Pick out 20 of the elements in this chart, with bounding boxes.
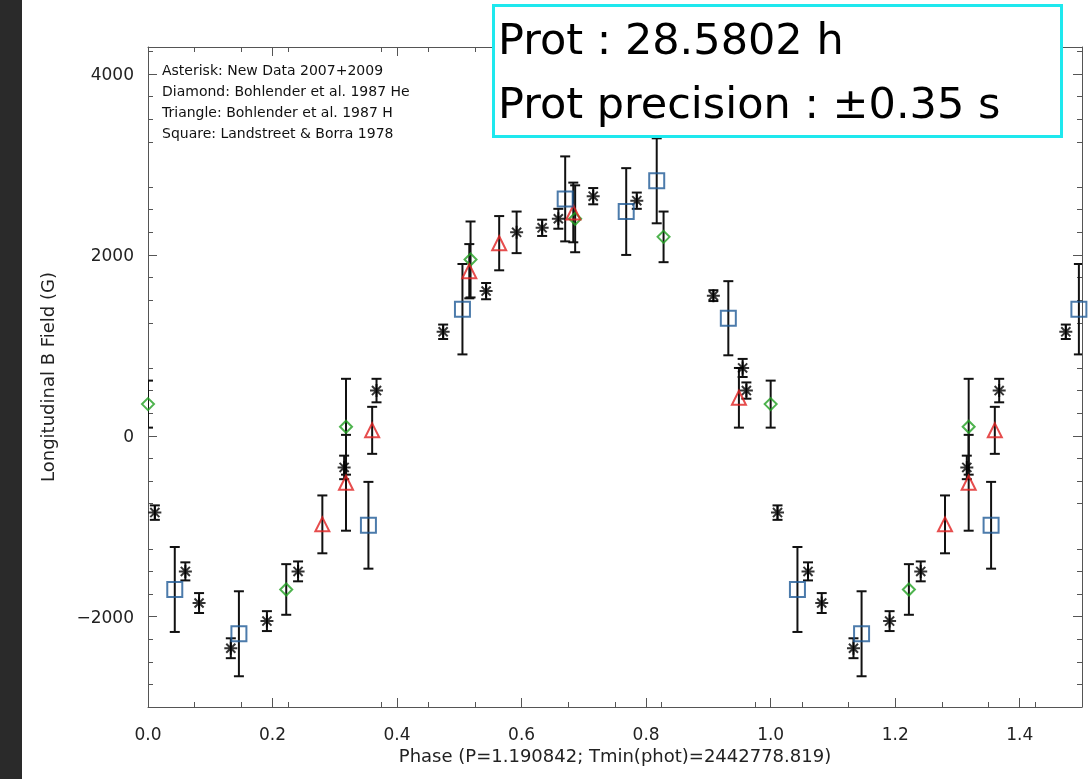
annotation: Prot : 28.5802 h (498, 13, 845, 66)
x-tick-label: 0.2 (259, 723, 287, 744)
y-tick-label: 4000 (90, 64, 134, 85)
annotation: Triangle: Bohlender et al. 1987 H (162, 103, 394, 122)
y-tick-label: 2000 (90, 244, 134, 265)
annotation: Diamond: Bohlender et al. 1987 He (162, 82, 410, 101)
x-tick-label: 0.4 (383, 723, 411, 744)
annotation: Square: Landstreet & Borra 1978 (162, 124, 395, 143)
x-axis-title: Phase (P=1.190842; Tmin(phot)=2442778.819) (398, 745, 832, 767)
x-tick-label: 1.0 (757, 723, 785, 744)
x-tick-label: 0.0 (134, 723, 162, 744)
y-tick-label: 0 (123, 425, 134, 446)
y-axis-title: Longitudinal B Field (G) (36, 272, 58, 482)
x-tick-label: 0.6 (508, 723, 536, 744)
x-tick-label: 1.2 (881, 723, 909, 744)
x-tick-label: 1.4 (1006, 723, 1034, 744)
annotation: Asterisk: New Data 2007+2009 (162, 61, 385, 80)
x-tick-label: 0.8 (632, 723, 660, 744)
y-tick-label: −2000 (76, 606, 134, 627)
annotation: Prot precision : ±0.35 s (498, 77, 1002, 130)
